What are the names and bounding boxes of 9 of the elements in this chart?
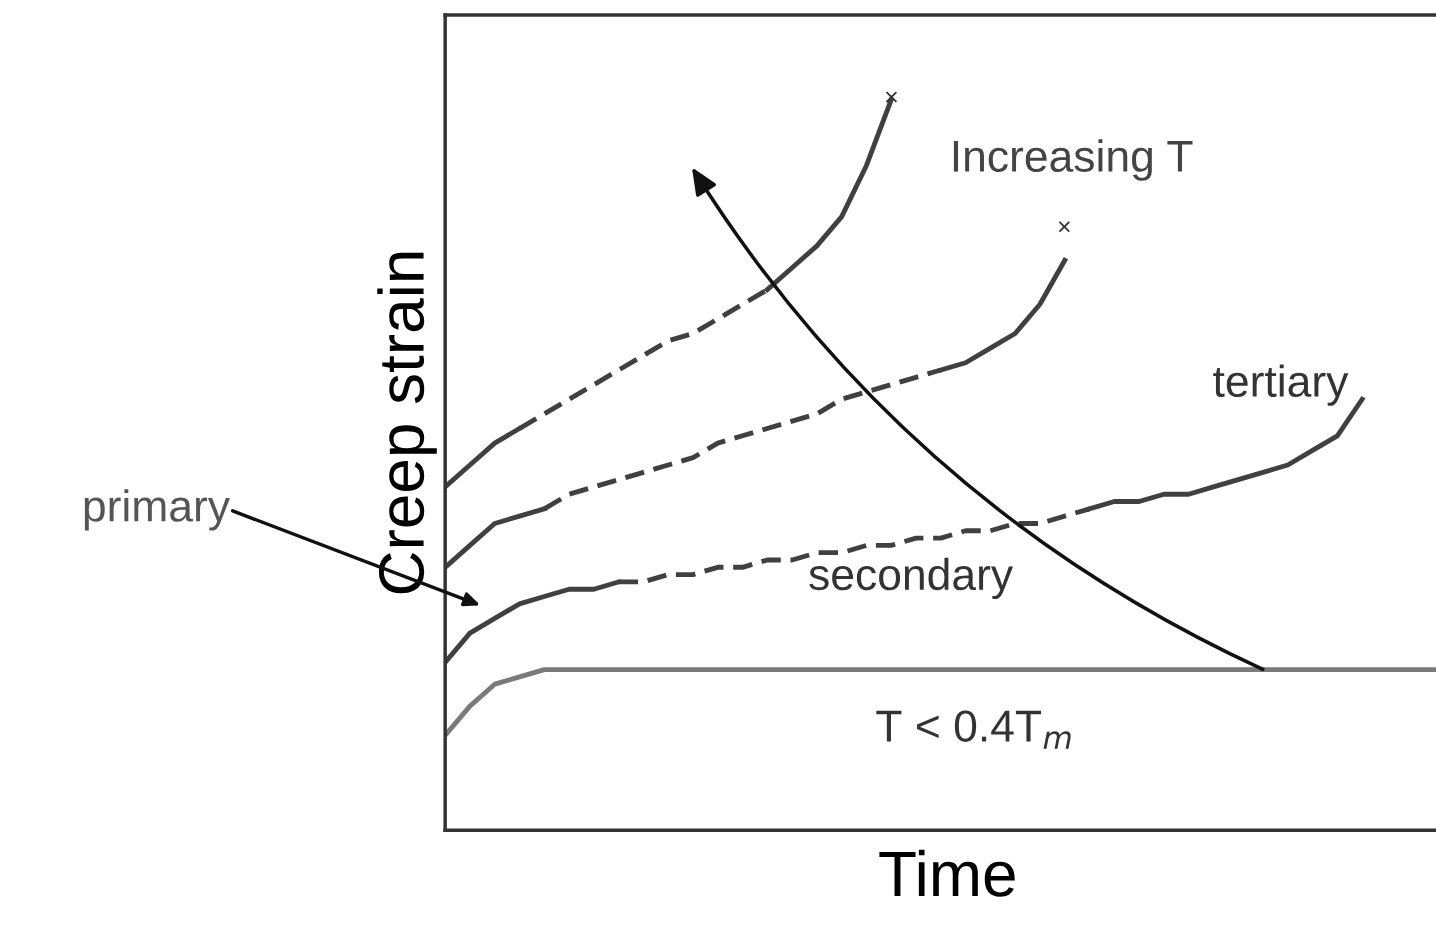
annotation: × xyxy=(885,91,898,103)
annotation: secondary xyxy=(809,557,1014,600)
text: primary xyxy=(84,489,230,531)
y-axis-title: Creep strain xyxy=(377,252,437,594)
x-axis-title: Time xyxy=(879,849,1015,897)
annotation: T < 0.4T$_{m}$ xyxy=(876,710,1071,749)
annotation: × xyxy=(1058,221,1070,233)
annotation: Increasing T xyxy=(953,139,1193,181)
annotation: tertiary xyxy=(1213,364,1349,406)
